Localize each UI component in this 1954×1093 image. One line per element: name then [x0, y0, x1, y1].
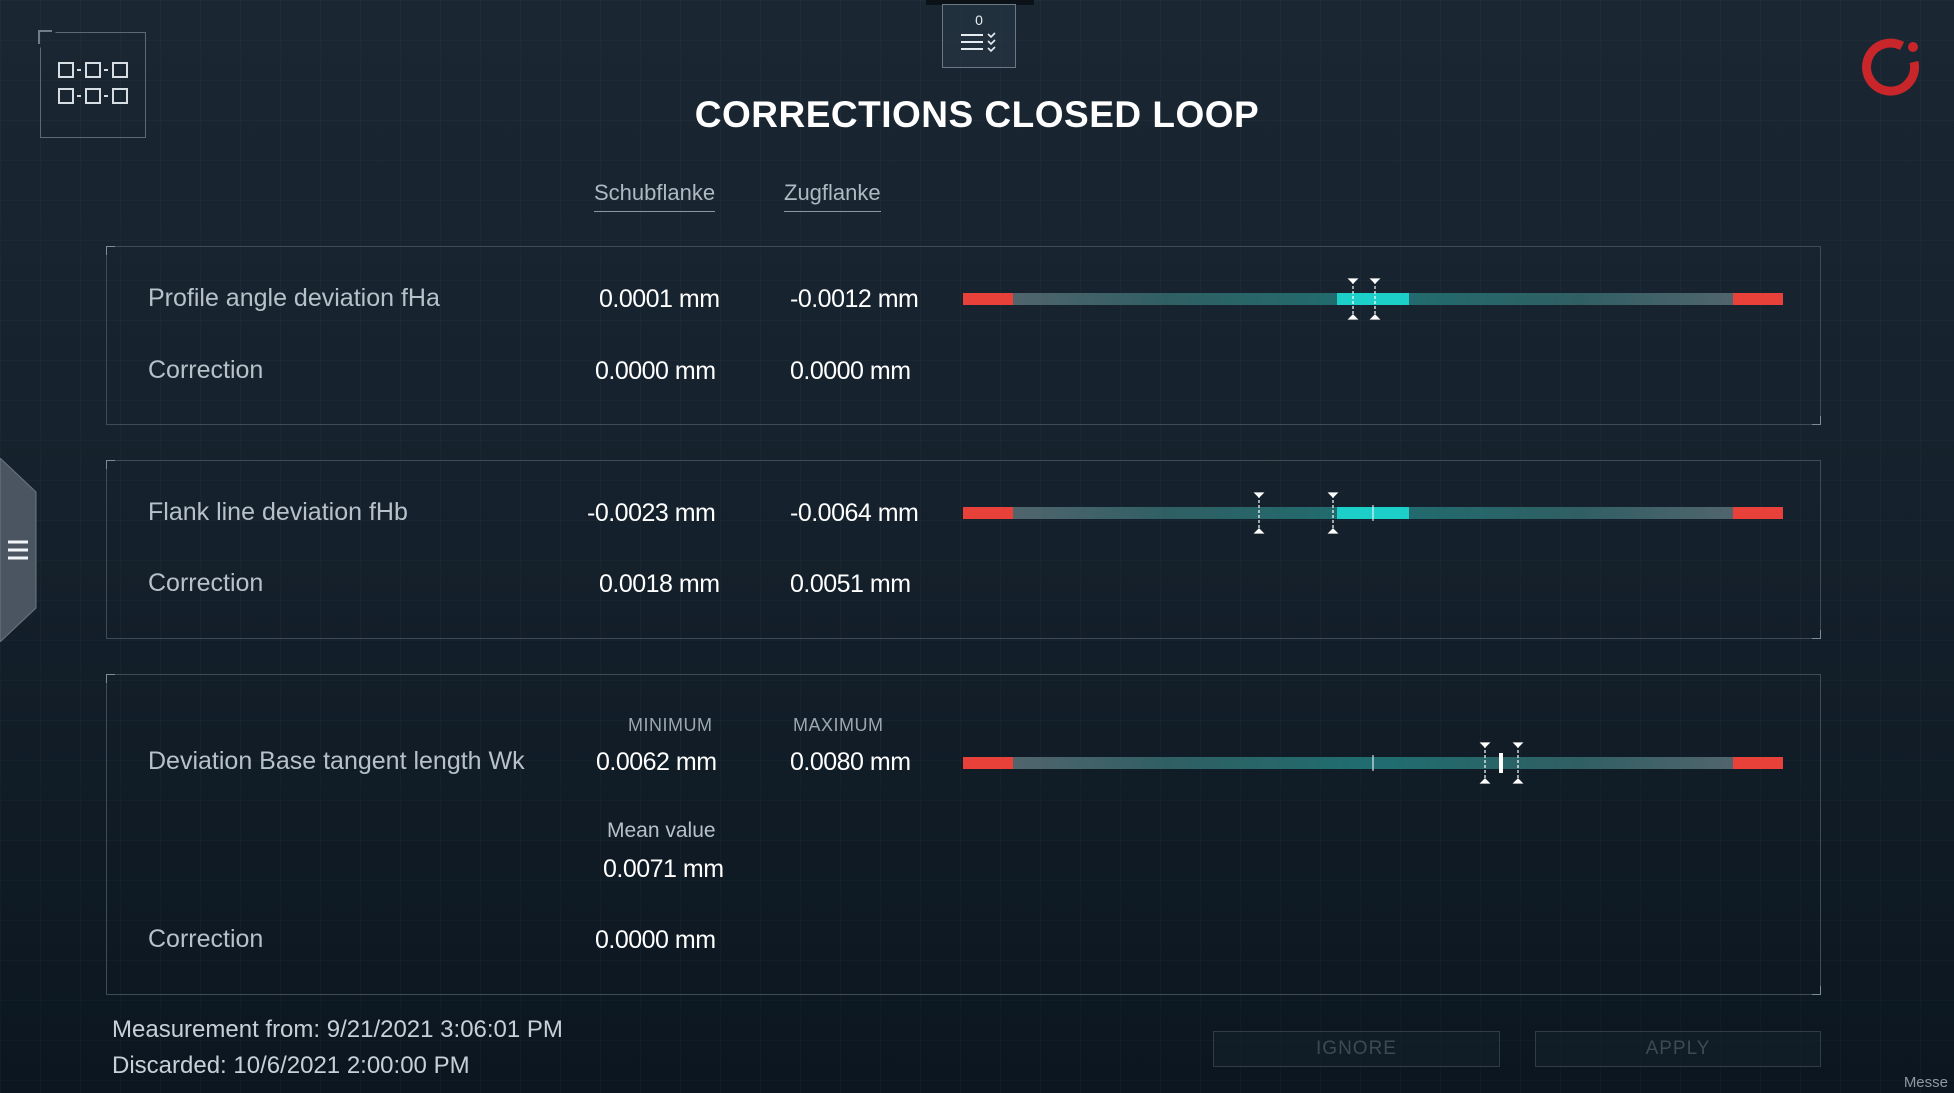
- task-list-button[interactable]: 0: [942, 4, 1016, 68]
- flank-line-label: Flank line deviation fHb: [148, 498, 408, 526]
- ignore-button[interactable]: IGNORE: [1213, 1031, 1500, 1067]
- flank-line-correction-label: Correction: [148, 569, 264, 597]
- flank-line-zug-value: -0.0064 mm: [790, 499, 919, 527]
- mean-value: 0.0071 mm: [603, 855, 724, 883]
- base-tangent-correction-label: Correction: [148, 925, 264, 953]
- upper-limit-zone: [1733, 757, 1783, 769]
- page-title: CORRECTIONS CLOSED LOOP: [694, 94, 1260, 135]
- base-tangent-max-value: 0.0080 mm: [790, 748, 911, 776]
- profile-angle-panel: Profile angle deviation fHa 0.0001 mm -0…: [106, 246, 1821, 425]
- status-text: Messe: [1903, 1074, 1948, 1091]
- tab-schubflanke[interactable]: Schubflanke: [594, 180, 716, 212]
- app-grid-icon: [58, 62, 128, 104]
- upper-limit-zone: [1733, 507, 1783, 519]
- task-button-tab: [926, 0, 1034, 5]
- profile-angle-correction-zug: 0.0000 mm: [790, 357, 911, 385]
- flank-line-panel: Flank line deviation fHb -0.0023 mm -0.0…: [106, 460, 1821, 639]
- upper-limit-zone: [1733, 293, 1783, 305]
- maximum-header: MAXIMUM: [793, 715, 884, 735]
- task-count-badge: 0: [975, 12, 983, 28]
- lower-limit-zone: [963, 293, 1013, 305]
- app-grid-button[interactable]: [40, 32, 146, 138]
- brand-logo-icon: [1862, 38, 1920, 96]
- tab-zugflanke[interactable]: Zugflanke: [784, 180, 881, 212]
- base-tangent-label: Deviation Base tangent length Wk: [148, 747, 525, 775]
- profile-angle-label: Profile angle deviation fHa: [148, 284, 440, 312]
- base-tangent-panel: MINIMUM MAXIMUM Deviation Base tangent l…: [106, 674, 1821, 995]
- profile-angle-correction-schub: 0.0000 mm: [595, 357, 716, 385]
- side-menu-button[interactable]: [0, 458, 38, 642]
- apply-button[interactable]: APPLY: [1535, 1031, 1821, 1067]
- base-tangent-tolerance-bar: [963, 742, 1783, 784]
- lower-limit-zone: [963, 757, 1013, 769]
- profile-angle-schub-value: 0.0001 mm: [599, 285, 720, 313]
- flank-line-schub-value: -0.0023 mm: [587, 499, 716, 527]
- target-zone: [1337, 293, 1409, 305]
- base-tangent-min-value: 0.0062 mm: [596, 748, 717, 776]
- hamburger-menu-icon: [8, 540, 28, 560]
- lower-limit-zone: [963, 507, 1013, 519]
- measurement-timestamp: Measurement from: 9/21/2021 3:06:01 PM: [112, 1016, 563, 1043]
- task-list-icon: [961, 32, 996, 52]
- discarded-timestamp: Discarded: 10/6/2021 2:00:00 PM: [112, 1052, 470, 1079]
- base-tangent-correction-value: 0.0000 mm: [595, 926, 716, 954]
- profile-angle-tolerance-bar: [963, 278, 1783, 320]
- flank-line-correction-zug: 0.0051 mm: [790, 570, 911, 598]
- profile-angle-zug-value: -0.0012 mm: [790, 285, 919, 313]
- flank-line-tolerance-bar: [963, 492, 1783, 534]
- mean-value-label: Mean value: [607, 819, 716, 842]
- minimum-header: MINIMUM: [628, 715, 713, 735]
- flank-line-correction-schub: 0.0018 mm: [599, 570, 720, 598]
- profile-angle-correction-label: Correction: [148, 356, 264, 384]
- app-grid-corner-mark: [38, 30, 52, 44]
